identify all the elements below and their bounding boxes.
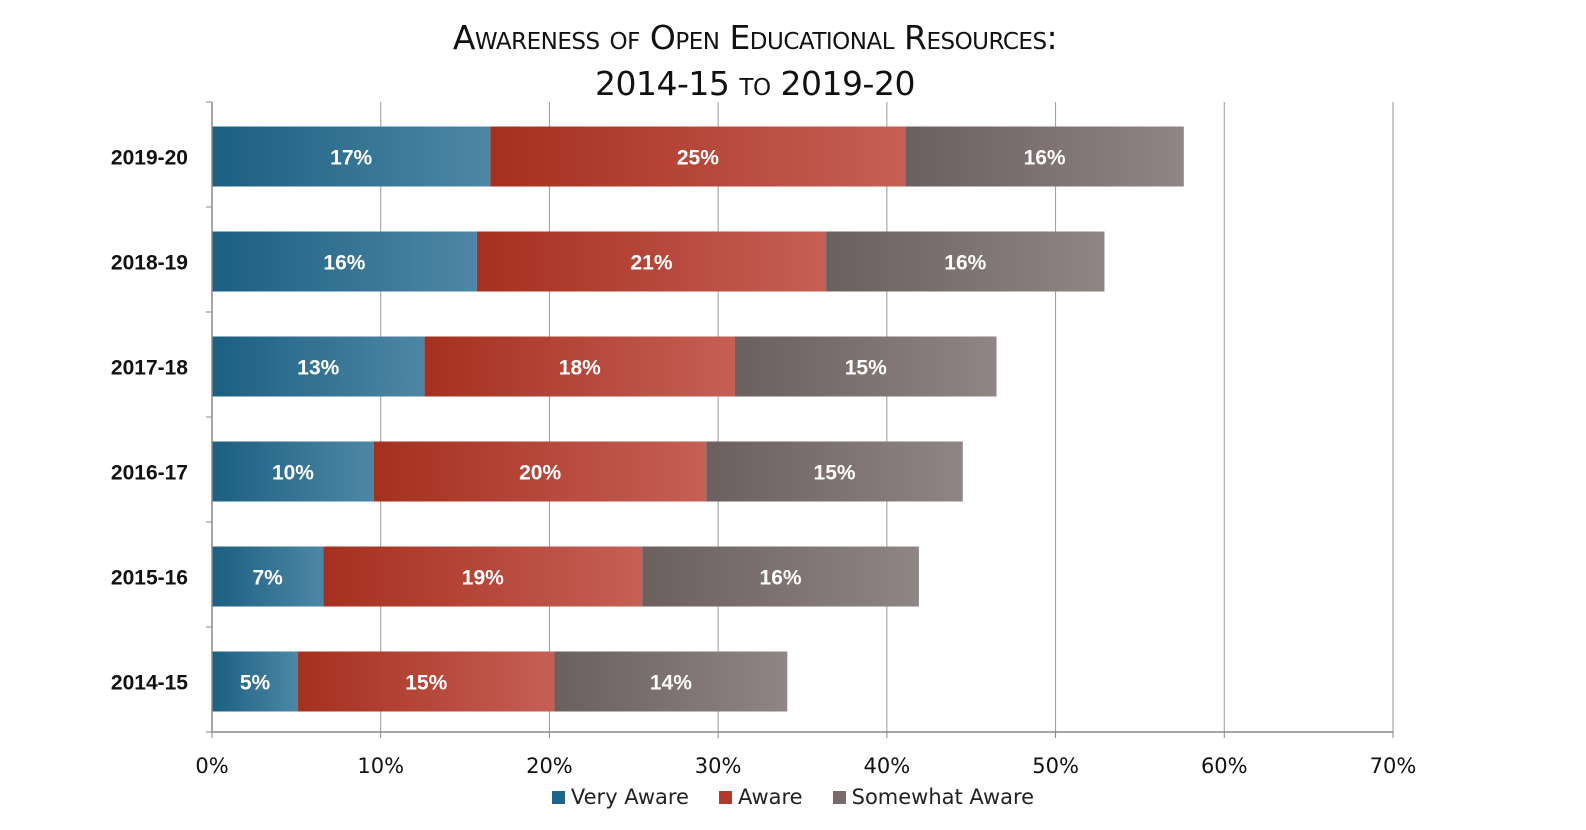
- legend-label: Very Aware: [570, 785, 689, 809]
- bar-segment: [212, 336, 425, 397]
- data-label: 20%: [519, 462, 561, 485]
- bar-segment: [373, 441, 707, 502]
- legend-item-very-aware: Very Aware: [551, 785, 689, 809]
- bar-segment: [212, 126, 491, 187]
- data-label: 14%: [650, 672, 692, 695]
- data-label: 25%: [677, 147, 719, 170]
- data-label: 16%: [323, 252, 365, 275]
- bar-segment: [323, 546, 643, 607]
- y-tick-label: 2017-18: [111, 357, 188, 380]
- chart-subtitle: 2014-15 to 2019-20: [595, 64, 915, 103]
- bar-segment: [826, 231, 1105, 292]
- y-tick-label: 2014-15: [111, 672, 188, 695]
- data-label: 15%: [845, 357, 887, 380]
- x-tick-label: 60%: [1201, 754, 1248, 778]
- bar-segment: [212, 651, 299, 712]
- bar-segment: [490, 126, 906, 187]
- data-label: 16%: [760, 567, 802, 590]
- bar-segment: [212, 546, 324, 607]
- bar-segment: [706, 441, 963, 502]
- data-label: 19%: [462, 567, 504, 590]
- x-tick-label: 0%: [195, 754, 228, 778]
- legend-swatch: [718, 790, 732, 804]
- bar-segment: [424, 336, 736, 397]
- data-label: 7%: [252, 567, 283, 590]
- legend-swatch: [551, 790, 565, 804]
- bar-segment: [476, 231, 827, 292]
- legend-label: Aware: [737, 785, 803, 809]
- x-tick-label: 20%: [526, 754, 573, 778]
- x-tick-label: 70%: [1370, 754, 1417, 778]
- bar-segment: [212, 441, 374, 502]
- data-label: 15%: [405, 672, 447, 695]
- data-label: 17%: [330, 147, 372, 170]
- bar-segment: [735, 336, 997, 397]
- data-label: 13%: [297, 357, 339, 380]
- x-tick-label: 40%: [864, 754, 911, 778]
- legend: Very Aware Aware Somewhat Aware: [0, 785, 1586, 809]
- y-tick-label: 2016-17: [111, 462, 188, 485]
- data-label: 18%: [559, 357, 601, 380]
- legend-item-aware: Aware: [718, 785, 803, 809]
- legend-swatch: [832, 790, 846, 804]
- x-tick-label: 50%: [1032, 754, 1079, 778]
- data-label: 15%: [814, 462, 856, 485]
- y-tick-label: 2018-19: [111, 252, 188, 275]
- bar-segment: [298, 651, 555, 712]
- legend-label: Somewhat Aware: [851, 785, 1035, 809]
- bar-segment: [212, 231, 477, 292]
- x-tick-label: 10%: [357, 754, 404, 778]
- bar-segment: [642, 546, 919, 607]
- data-label: 5%: [240, 672, 271, 695]
- data-label: 16%: [1024, 147, 1066, 170]
- bar-segment: [905, 126, 1184, 187]
- chart-title: Awareness of Open Educational Resources:: [452, 18, 1058, 57]
- data-label: 10%: [272, 462, 314, 485]
- data-label: 21%: [630, 252, 672, 275]
- bar-segment: [554, 651, 788, 712]
- data-label: 16%: [944, 252, 986, 275]
- legend-item-somewhat-aware: Somewhat Aware: [832, 785, 1035, 809]
- y-tick-label: 2019-20: [111, 147, 188, 170]
- x-tick-label: 30%: [695, 754, 742, 778]
- y-tick-label: 2015-16: [111, 567, 188, 590]
